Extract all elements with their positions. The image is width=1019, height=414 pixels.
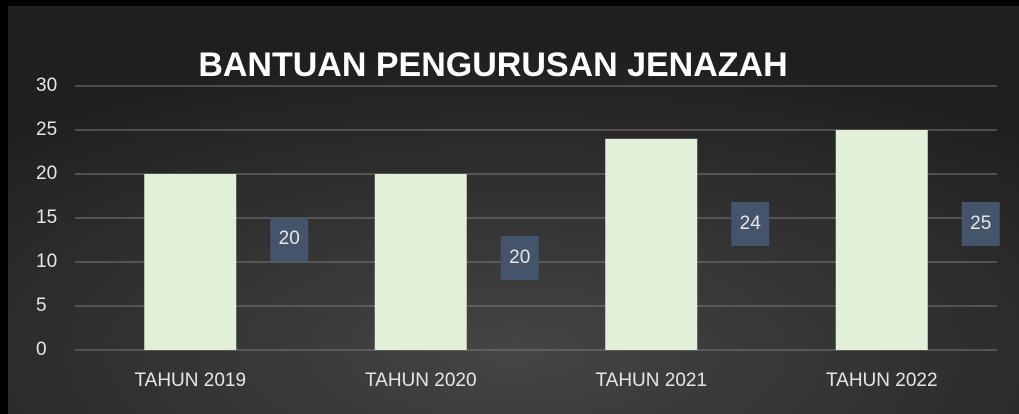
y-tick-label: 5 <box>36 295 47 316</box>
bar <box>835 130 928 350</box>
y-tick-label: 25 <box>36 119 57 140</box>
y-tick-label: 10 <box>36 251 57 272</box>
y-tick-label: 20 <box>36 163 57 184</box>
bar <box>605 138 698 350</box>
bar <box>374 174 467 350</box>
data-label: 20 <box>279 228 300 249</box>
data-label-box <box>270 217 309 261</box>
y-tick-label: 0 <box>36 339 47 360</box>
data-label-box <box>961 202 1000 246</box>
data-label-box <box>731 202 770 246</box>
data-label: 25 <box>970 213 991 234</box>
y-tick-label: 30 <box>36 75 57 96</box>
x-tick-label: TAHUN 2019 <box>134 370 246 391</box>
bar <box>144 174 237 350</box>
x-tick-label: TAHUN 2020 <box>365 370 477 391</box>
data-label-box <box>500 236 539 280</box>
chart-title: BANTUAN PENGURUSAN JENAZAH <box>198 46 787 84</box>
plot: 0 5 10 15 20 25 30 TAHUN 2019 20 TAHUN 2020 20 TAHU… <box>36 75 1000 391</box>
data-label: 24 <box>740 213 762 234</box>
y-tick-label: 15 <box>36 207 57 228</box>
x-tick-label: TAHUN 2022 <box>826 370 938 391</box>
data-label: 20 <box>509 247 530 268</box>
x-tick-label: TAHUN 2021 <box>595 370 707 391</box>
